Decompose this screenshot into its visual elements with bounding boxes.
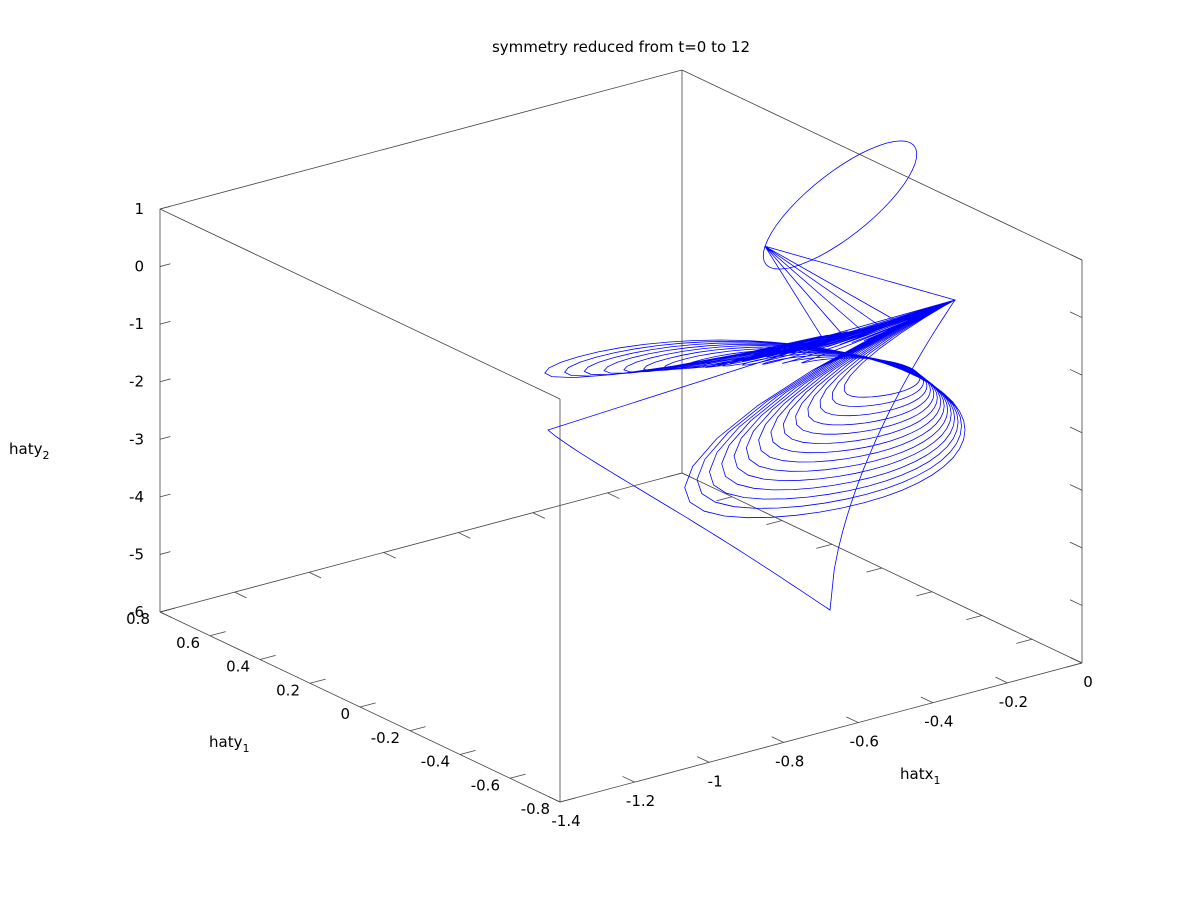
x-tick-label: -1.4 — [551, 812, 580, 830]
y-tick-back — [916, 591, 933, 597]
z-tick — [159, 551, 171, 555]
z-tick-right — [1069, 484, 1083, 491]
x-tick-back — [681, 472, 695, 480]
box-edge — [559, 662, 1083, 803]
y-tick-label: 0.6 — [176, 634, 200, 652]
z-tick-right — [1069, 369, 1083, 376]
z-tick-label: -5 — [129, 545, 144, 563]
x-tick — [920, 696, 934, 704]
x-tick — [696, 756, 710, 763]
z-tick-label: -6 — [129, 603, 144, 621]
x-tick-label: -0.6 — [850, 733, 879, 751]
y-tick-back — [816, 543, 833, 549]
y-tick-back — [1016, 638, 1033, 644]
z-tick-label: -4 — [129, 488, 144, 506]
y-tick-label: 0.8 — [126, 610, 150, 628]
x-tick-back — [458, 532, 471, 539]
z-tick — [159, 320, 171, 325]
y-tick — [359, 702, 376, 708]
z-tick-right — [1069, 253, 1083, 261]
x-tick-back — [607, 492, 620, 499]
z-tick-right — [1069, 656, 1083, 664]
z-tick — [159, 436, 171, 440]
box-edge — [681, 69, 1083, 261]
y-tick-label: -0.4 — [421, 753, 450, 771]
y-tick — [209, 631, 226, 637]
x-tick-back — [234, 591, 247, 599]
x-tick-label: 0 — [1083, 673, 1093, 691]
y-tick-back — [666, 472, 683, 478]
z-tick-right — [1069, 599, 1083, 606]
z-tick — [159, 205, 171, 210]
x-tick — [846, 716, 859, 723]
y-axis-label: haty1 — [209, 733, 249, 755]
y-tick-label: -0.8 — [521, 800, 550, 818]
y-tick — [409, 726, 426, 732]
x-tick — [547, 795, 561, 803]
z-tick-right — [1069, 426, 1083, 434]
plot-box — [159, 69, 1083, 803]
z-axis-label: haty2 — [9, 440, 49, 462]
y-tick-back — [1066, 662, 1083, 668]
box-edge — [159, 208, 561, 400]
box-edge — [159, 69, 683, 210]
x-tick — [995, 676, 1008, 684]
axis-ticks — [159, 205, 1083, 803]
x-tick-back — [308, 571, 322, 579]
x-tick — [771, 736, 784, 743]
box-edge — [159, 472, 683, 613]
z-tick-label: 1 — [134, 200, 144, 218]
y-tick-back — [716, 496, 733, 502]
x-tick-label: -0.8 — [775, 752, 804, 770]
x-tick-label: -1 — [708, 772, 723, 790]
z-tick-label: -2 — [129, 373, 144, 391]
y-tick-label: 0.4 — [226, 658, 250, 676]
trajectory-line — [544, 140, 966, 611]
y-tick-label: 0 — [340, 705, 350, 723]
x-tick-back — [159, 611, 173, 619]
x-tick-label: -1.2 — [626, 792, 655, 810]
y-tick-label: 0.2 — [276, 681, 300, 699]
y-tick-back — [766, 520, 783, 526]
z-tick — [159, 608, 171, 613]
z-tick-label: -1 — [129, 315, 144, 333]
y-tick-label: -0.6 — [471, 776, 500, 794]
tick-labels: -1.4 -1.2 -1 -0.8 -0.6 -0.4 -0.2 0 -0.8 -0.6 -0.4 -… — [126, 200, 1093, 830]
z-tick-label: -3 — [129, 430, 144, 448]
y-tick-back — [866, 567, 883, 573]
x-tick-back — [532, 512, 546, 519]
z-tick — [159, 493, 171, 498]
y-tick-label: -0.2 — [371, 729, 400, 747]
y-tick — [459, 749, 476, 755]
y-tick-back — [966, 615, 983, 621]
z-tick-label: 0 — [134, 258, 144, 276]
z-tick — [159, 378, 171, 383]
x-tick-label: -0.4 — [924, 713, 953, 731]
y-tick — [309, 678, 326, 684]
chart-title: symmetry reduced from t=0 to 12 — [492, 38, 750, 56]
x-tick-back — [383, 552, 396, 559]
x-tick-label: -0.2 — [999, 693, 1028, 711]
y-tick — [559, 797, 576, 803]
z-tick-right — [1069, 311, 1083, 318]
x-axis-label: hatx1 — [900, 765, 940, 787]
y-tick — [259, 654, 276, 660]
z-tick — [159, 263, 171, 267]
y-tick — [509, 773, 526, 779]
z-tick-right — [1069, 541, 1083, 549]
x-tick — [622, 776, 635, 783]
